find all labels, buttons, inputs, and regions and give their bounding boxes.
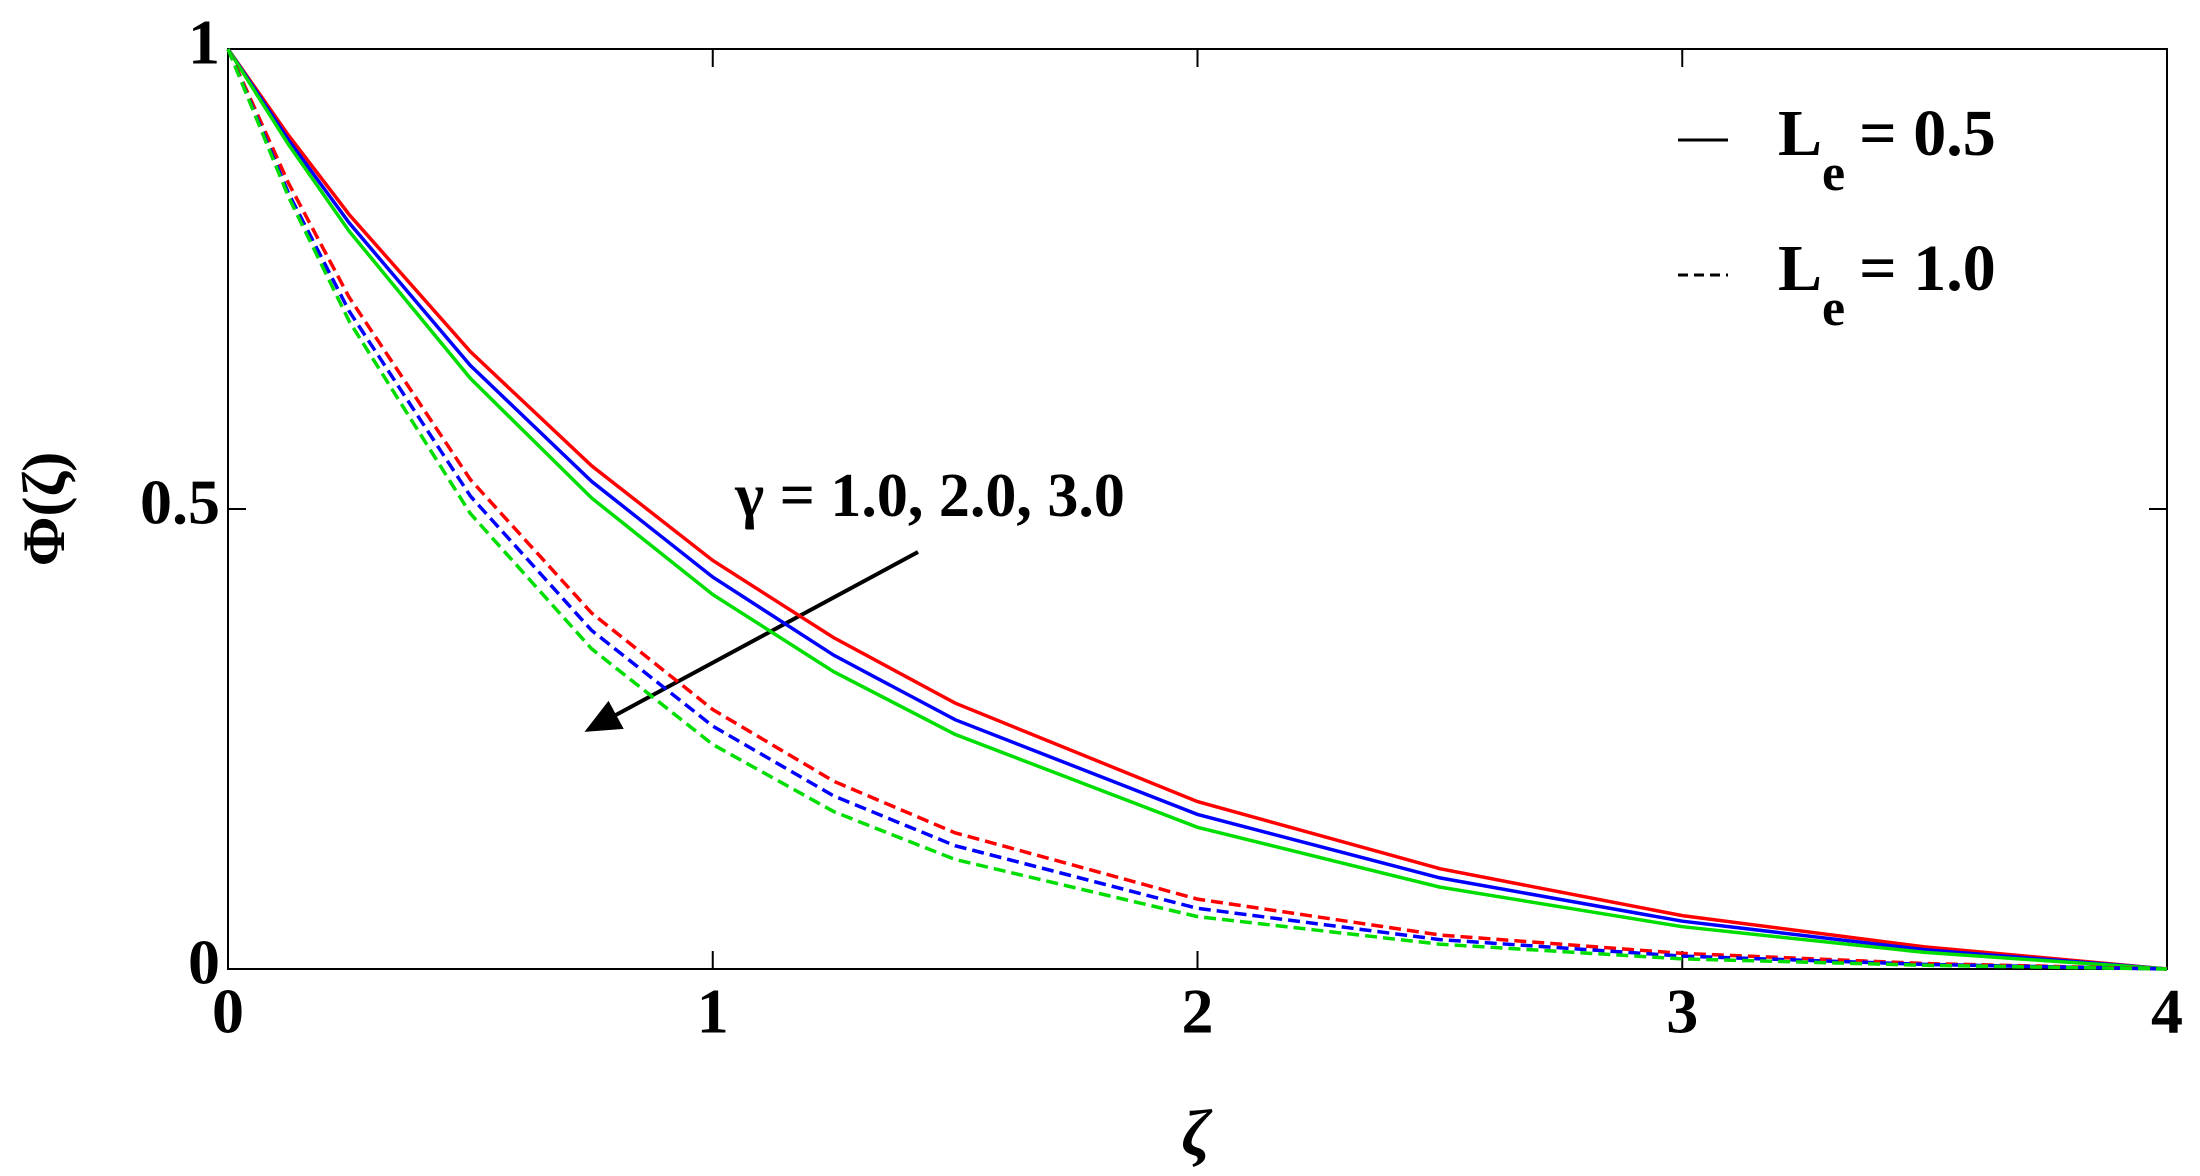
y-tick-label: 0.5 [140,467,220,538]
legend-subscript: e [1822,280,1845,337]
plot-frame [227,48,2168,970]
x-tick-label: 0 [212,976,244,1047]
data-line [226,48,2168,971]
legend-symbol-text: L [1778,97,1822,170]
y-tick-label: 0 [188,927,220,998]
data-line [226,48,2168,971]
legend-subscript: e [1822,145,1845,202]
x-tick-label: 2 [1182,976,1214,1047]
data-line [226,47,2168,971]
legend-symbol-text: L [1778,232,1822,305]
x-tick-label: 3 [1666,976,1698,1047]
data-line [226,48,2168,971]
y-axis-label: Φ(ζ) [11,452,77,567]
y-tick-label: 1 [188,7,220,78]
data-line [226,48,2168,971]
legend-text: = 0.5 [1859,97,1996,170]
legend-label: Le= 0.5 [1778,97,1996,202]
x-tick-label: 1 [697,976,729,1047]
legend-text: = 1.0 [1859,232,1996,305]
x-tick-label: 4 [2151,976,2183,1047]
annotation: γ = 1.0, 2.0, 3.0 [734,462,1125,530]
x-axis-label: ζ [1181,1097,1212,1170]
legend-label: Le= 1.0 [1778,232,1996,337]
data-line [226,48,2168,971]
annotation-arrow [584,550,919,732]
